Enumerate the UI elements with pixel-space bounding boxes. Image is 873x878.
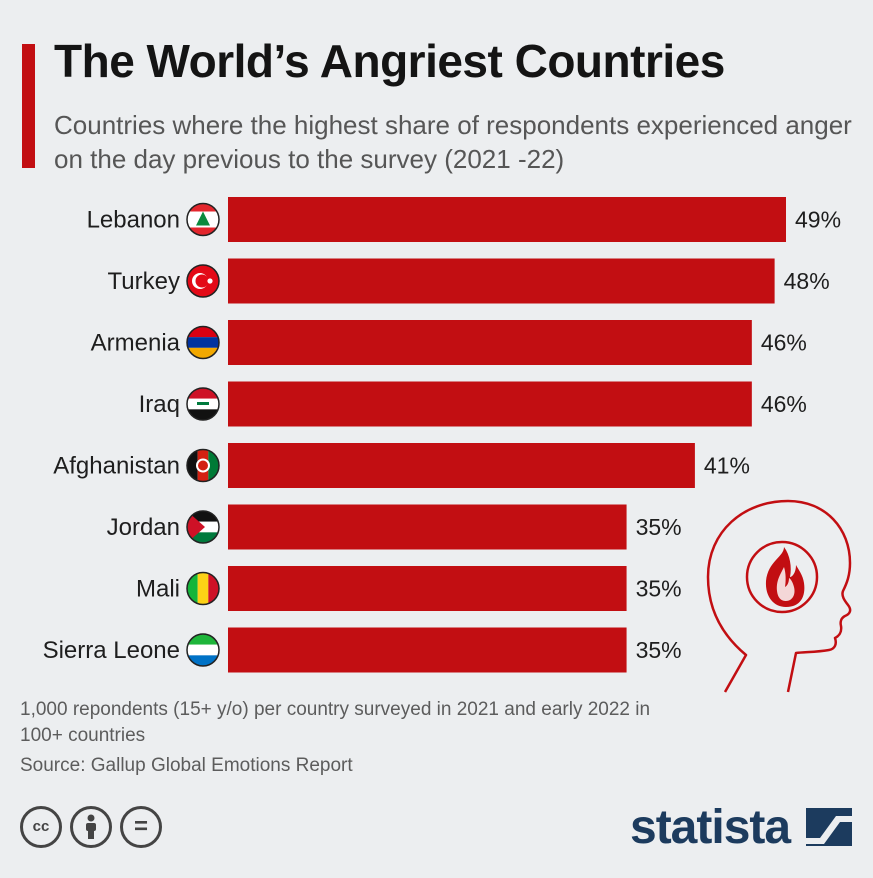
- license-icons: cc =: [20, 806, 170, 848]
- flag-afghanistan-icon: [187, 449, 219, 482]
- flag-turkey-icon: [187, 265, 219, 297]
- value-label: 35%: [636, 514, 682, 540]
- bar-lebanon: [228, 197, 786, 242]
- value-label: 48%: [784, 268, 830, 294]
- flag-sierra-leone-ring: [186, 633, 220, 667]
- category-label: Iraq: [139, 391, 180, 418]
- footnote: 1,000 repondents (15+ y/o) per country s…: [20, 699, 651, 746]
- title-accent-bar: [22, 44, 35, 168]
- flag-lebanon-ring: [186, 202, 220, 237]
- value-label: 35%: [636, 637, 682, 663]
- value-label: 41%: [704, 453, 750, 479]
- category-label: Sierra Leone: [43, 637, 180, 664]
- flag-iraq-icon: [187, 388, 219, 420]
- flag-armenia-icon: [187, 326, 219, 359]
- bar-mali: [228, 566, 627, 611]
- bar-iraq: [228, 381, 752, 427]
- bar-afghanistan: [228, 443, 695, 488]
- flag-jordan-ring: [186, 510, 220, 544]
- flag-lebanon-icon: [187, 203, 219, 236]
- value-label: 46%: [761, 330, 807, 356]
- bar-jordan: [228, 504, 627, 550]
- no-derivatives-icon: =: [120, 806, 162, 848]
- bar-turkey: [228, 258, 775, 304]
- category-label: Armenia: [91, 330, 181, 357]
- flag-turkey-ring: [186, 264, 220, 298]
- flag-afghanistan-ring: [186, 448, 220, 483]
- category-label: Turkey: [108, 268, 180, 295]
- angry-head-icon: [706, 499, 852, 693]
- statista-logo-icon: [806, 808, 852, 846]
- bar-sierra-leone: [228, 627, 627, 673]
- page-title: The World’s Angriest Countries: [54, 35, 725, 87]
- category-label: Lebanon: [87, 207, 180, 234]
- bar-armenia: [228, 320, 752, 365]
- brand-name[interactable]: statista: [630, 801, 791, 854]
- page-subtitle: Countries where the highest share of res…: [54, 110, 852, 174]
- value-label: 35%: [636, 576, 682, 602]
- category-label: Mali: [136, 576, 180, 603]
- value-label: 49%: [795, 207, 841, 233]
- value-label: 46%: [761, 391, 807, 417]
- category-label: Jordan: [107, 514, 180, 541]
- flag-mali-ring: [186, 571, 220, 606]
- source-note: Source: Gallup Global Emotions Report: [20, 755, 353, 776]
- flag-sierra-leone-icon: [187, 634, 219, 666]
- flag-jordan-icon: [187, 511, 219, 543]
- flag-iraq-ring: [186, 387, 220, 421]
- flag-mali-icon: [187, 572, 219, 605]
- bar-chart: Lebanon 49% Turkey 48% Armenia 46% Iraq 46% Afgh…: [43, 197, 841, 673]
- category-label: Afghanistan: [53, 453, 180, 480]
- cc-icon: cc: [20, 806, 62, 848]
- attribution-icon: [70, 806, 112, 848]
- flag-armenia-ring: [186, 325, 220, 360]
